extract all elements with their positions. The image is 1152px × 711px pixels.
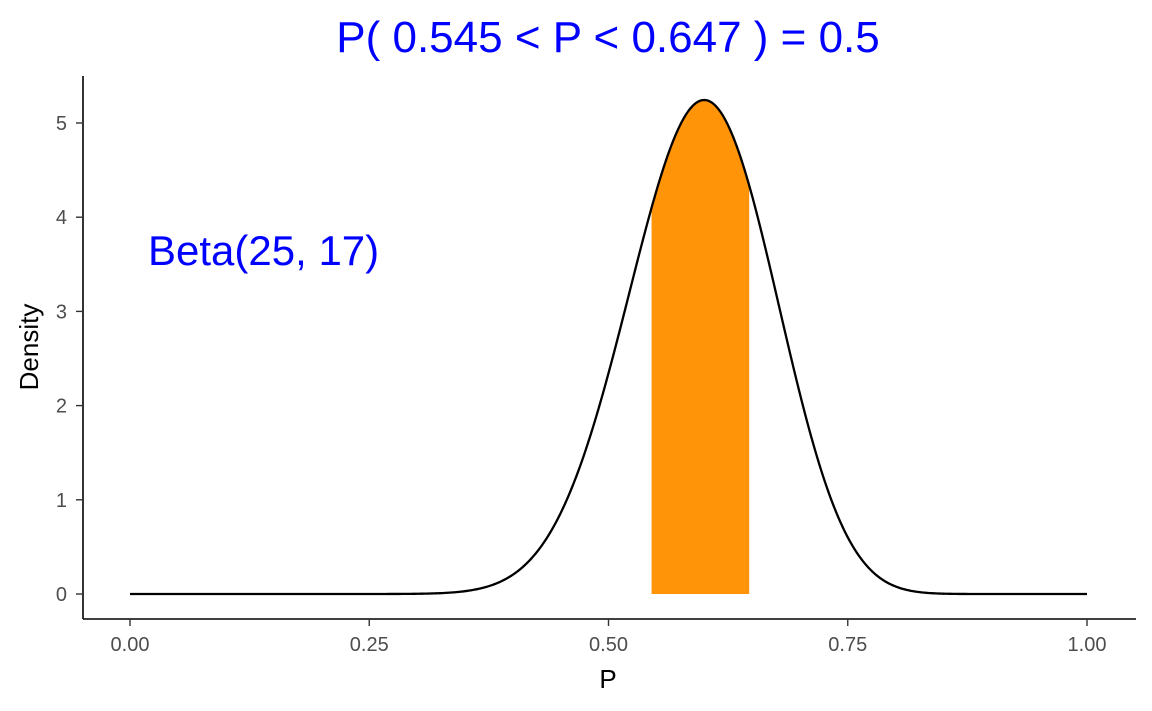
x-tick-label: 0.25 — [350, 634, 389, 656]
x-tick-label: 0.75 — [828, 634, 867, 656]
y-tick-label: 3 — [56, 301, 67, 323]
x-tick-label: 1.00 — [1068, 634, 1107, 656]
plot-area — [130, 98, 1087, 596]
x-tick-label: 0.00 — [111, 634, 150, 656]
x-axis-title: P — [599, 664, 616, 694]
y-tick-label: 1 — [56, 490, 67, 512]
y-tick-label: 2 — [56, 396, 67, 418]
distribution-annotation: Beta(25, 17) — [148, 227, 379, 274]
density-curve — [130, 98, 1087, 596]
chart-title: P( 0.545 < P < 0.647 ) = 0.5 — [336, 13, 879, 62]
x-axis-ticks: 0.00 0.25 0.50 0.75 1.00 — [111, 619, 1107, 656]
y-tick-label: 4 — [56, 207, 67, 229]
y-axis-ticks: 0 1 2 3 4 5 — [56, 113, 83, 606]
y-tick-label: 0 — [56, 584, 67, 606]
y-axis-title: Density — [14, 304, 44, 391]
shaded-interval-area — [651, 99, 750, 594]
y-tick-label: 5 — [56, 113, 67, 135]
x-tick-label: 0.50 — [589, 634, 628, 656]
